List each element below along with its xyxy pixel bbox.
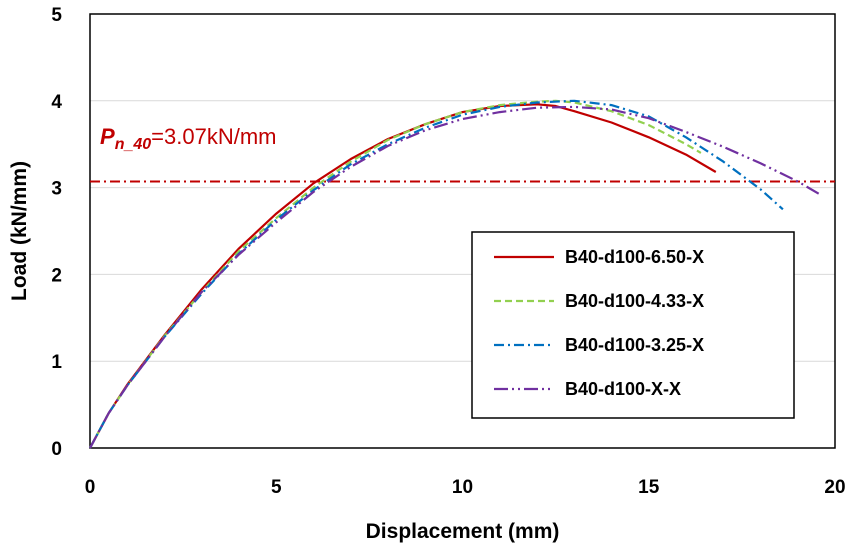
x-axis-tick-labels: 0 5 10 15 20 (85, 477, 846, 498)
x-axis-title: Displacement (mm) (366, 520, 560, 543)
x-tick-label: 20 (824, 477, 845, 498)
y-tick-label: 0 (51, 439, 62, 460)
reference-line-label: Pn_40=3.07kN/mm (100, 124, 276, 153)
x-tick-label: 0 (85, 477, 96, 498)
y-tick-label: 4 (51, 92, 62, 113)
y-tick-label: 3 (51, 179, 62, 200)
x-tick-label: 15 (638, 477, 660, 498)
legend-box (471, 231, 795, 419)
y-tick-label: 1 (51, 352, 62, 373)
legend-label: B40-d100-6.50-X (565, 247, 704, 267)
series-line (89, 99, 784, 449)
y-tick-label: 2 (51, 265, 62, 286)
x-tick-label: 5 (271, 477, 282, 498)
ref-label-main: P (100, 124, 115, 149)
y-axis-tick-labels: 0 1 2 3 4 5 (51, 5, 62, 460)
legend-label: B40-d100-4.33-X (565, 291, 704, 311)
ref-label-value: =3.07kN/mm (151, 124, 276, 149)
ref-label-sub: n_40 (115, 136, 152, 153)
plot-area-frame (89, 13, 836, 449)
x-tick-label: 10 (452, 477, 473, 498)
y-tick-label: 5 (51, 5, 62, 26)
series-line (89, 105, 821, 449)
y-axis-title: Load (kN/mm) (8, 161, 31, 301)
legend: B40-d100-6.50-X B40-d100-4.33-X B40-d100-3… (471, 231, 795, 419)
series-lines (89, 99, 821, 449)
legend-label: B40-d100-3.25-X (565, 335, 704, 355)
legend-label: B40-d100-X-X (565, 379, 681, 399)
